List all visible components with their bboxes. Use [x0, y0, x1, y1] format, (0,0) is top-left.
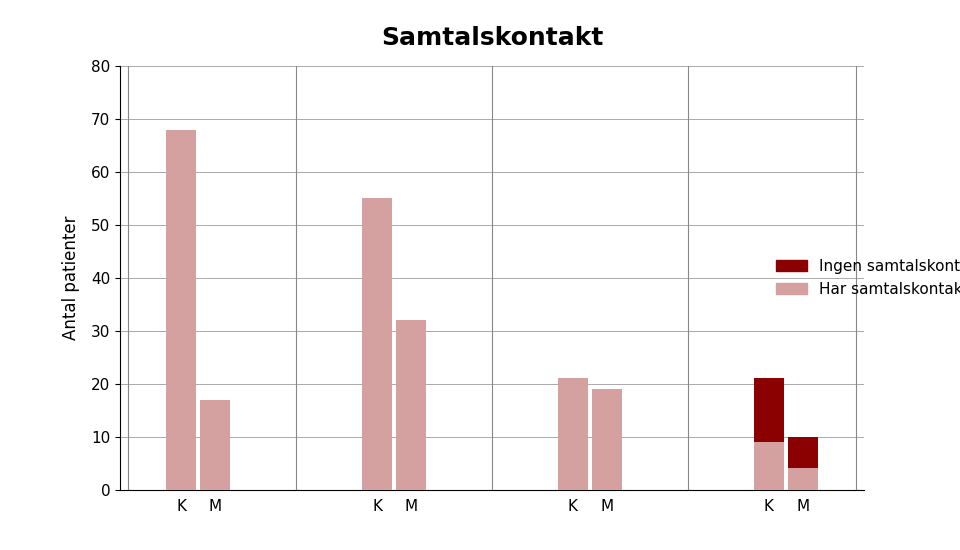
Bar: [362, 399, 392, 490]
Bar: [558, 426, 588, 490]
Bar: [754, 378, 783, 490]
Y-axis label: Antal patienter: Antal patienter: [61, 216, 80, 340]
Bar: [788, 437, 818, 490]
Bar: [201, 399, 230, 490]
Bar: [201, 463, 230, 490]
Bar: [558, 378, 588, 490]
Bar: [166, 453, 196, 490]
Bar: [166, 129, 196, 490]
Bar: [396, 458, 426, 490]
Bar: [592, 458, 622, 490]
Legend: Ingen samtalskontakt, Har samtalskontakt: Ingen samtalskontakt, Har samtalskontakt: [770, 253, 960, 302]
Bar: [396, 320, 426, 490]
Title: Samtalskontakt: Samtalskontakt: [381, 26, 603, 50]
Bar: [788, 469, 818, 490]
Bar: [754, 442, 783, 490]
Bar: [592, 389, 622, 490]
Bar: [362, 199, 392, 490]
